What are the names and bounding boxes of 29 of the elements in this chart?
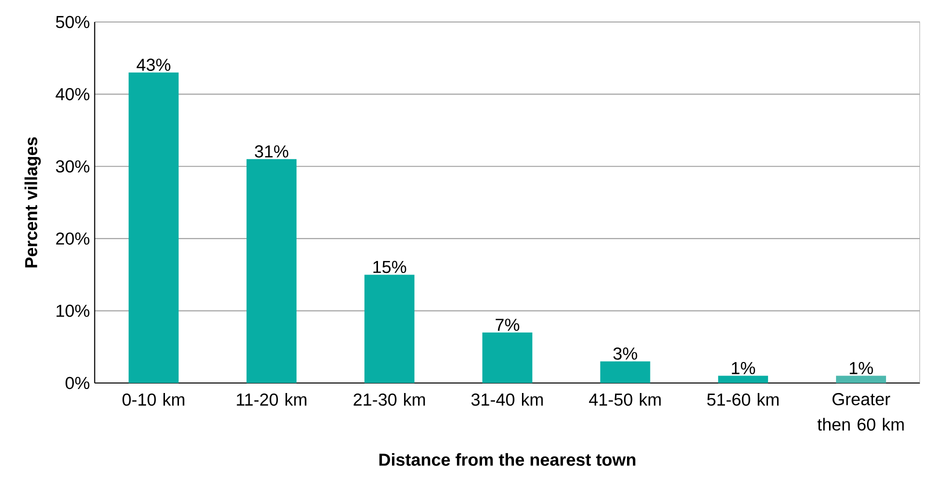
y-tick-label: 50% bbox=[56, 16, 90, 28]
y-tick-label: 30% bbox=[56, 160, 90, 173]
bar bbox=[600, 361, 650, 383]
data-label: 31% bbox=[254, 145, 288, 158]
y-tick-label: 0% bbox=[66, 376, 90, 390]
bar bbox=[128, 72, 179, 383]
bar bbox=[482, 332, 532, 383]
data-label: 7% bbox=[496, 318, 520, 331]
x-tick-label: 31-40 km bbox=[471, 393, 543, 406]
x-tick-label: 41-50 km bbox=[589, 393, 661, 406]
x-tick-label: 0-10 km bbox=[122, 393, 184, 406]
x-axis-title: Distance from the nearest town bbox=[379, 453, 636, 466]
data-label: 1% bbox=[850, 362, 873, 374]
bar bbox=[364, 274, 414, 383]
x-tick-label: Greater then 60 km bbox=[817, 393, 904, 431]
x-tick-label: 21-30 km bbox=[354, 393, 425, 406]
data-label: 3% bbox=[613, 347, 638, 360]
y-tick-label: 10% bbox=[56, 304, 90, 317]
data-label: 43% bbox=[136, 58, 170, 71]
y-axis-title: Percent villages bbox=[24, 137, 41, 268]
data-label: 1% bbox=[732, 362, 756, 374]
bar bbox=[718, 376, 768, 383]
bar bbox=[246, 159, 297, 383]
y-tick-label: 20% bbox=[56, 232, 90, 245]
x-tick-label: 11-20 km bbox=[236, 393, 306, 406]
y-tick-label: 40% bbox=[56, 88, 90, 100]
data-label: 15% bbox=[373, 260, 406, 274]
x-tick-label: 51-60 km bbox=[707, 393, 779, 406]
bar bbox=[836, 376, 886, 383]
